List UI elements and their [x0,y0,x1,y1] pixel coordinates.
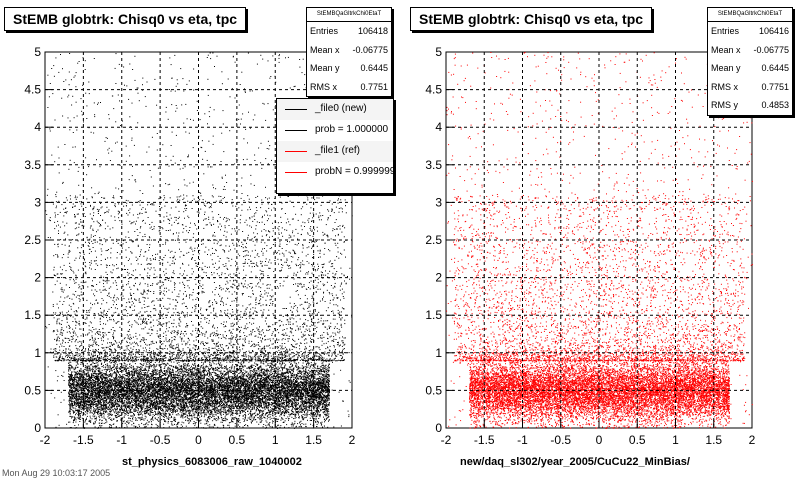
x-tick-label: 0 [195,433,202,447]
stats-value: -0.06775 [753,41,789,60]
x-tick-label: -0.5 [550,433,571,447]
x-tick-label: 2 [749,433,756,447]
stats-value: 0.4853 [761,96,789,115]
y-tick-label: 3 [34,195,41,209]
stats-value: 0.6445 [360,59,388,78]
x-tick-label: -2 [40,433,51,447]
legend-label: _file1 (ref) [315,145,360,156]
y-tick-label: 0.5 [425,383,442,397]
legend-box: _file0 (new) prob = 1.000000 _file1 (ref… [276,98,394,194]
y-tick-label: 1.5 [425,308,442,322]
right-scatter-plot: -2 -1.5 -1 -0.5 0 0.5 1 1.5 2 0 0.5 1 1.5 2 2.5 3 3.5 4 4.… [425,45,756,447]
stats-label: RMS x [310,78,337,97]
y-tick-label: 4.5 [24,83,41,97]
stats-label: RMS y [711,96,738,115]
stats-value: 106416 [759,22,789,41]
x-tick-label: -0.5 [150,433,171,447]
stats-row-rms-x: RMS x 0.7751 [307,78,391,97]
legend-label: _file0 (new) [315,103,367,114]
right-stats-box: StEMBQaGltrkChi0EtaT Entries 106416 Mean… [707,7,793,116]
y-tick-label: 0 [435,421,442,435]
y-tick-label: 0 [34,421,41,435]
y-tick-label: 4 [34,120,41,134]
x-tick-label: -1.5 [73,433,94,447]
x-tick-label: -1 [517,433,528,447]
legend-entry: _file1 (ref) [277,141,393,162]
y-tick-label: 4 [435,120,442,134]
stats-row-rms-x: RMS x 0.7751 [708,78,792,97]
y-tick-label: 1 [435,346,442,360]
y-tick-label: 2 [34,271,41,285]
legend-entry: probN = 0.999999 [277,162,393,183]
stats-label: Entries [310,22,338,41]
stats-row-mean-x: Mean x -0.06775 [708,41,792,60]
stats-row-entries: Entries 106416 [708,22,792,41]
stats-row-mean-y: Mean y 0.6445 [307,59,391,78]
x-tick-label: 1 [672,433,679,447]
stats-value: 0.7751 [761,78,789,97]
x-tick-label: 1.5 [305,433,322,447]
legend-swatch [285,130,307,131]
stats-value: -0.06775 [352,41,388,60]
x-tick-label: -1 [116,433,127,447]
stats-name: StEMBQaGltrkChi0EtaT [708,8,792,22]
stats-label: RMS x [711,78,738,97]
scatter-points [446,52,753,429]
grid-lines [446,52,752,428]
y-tick-label: 2.5 [425,233,442,247]
left-stats-box: StEMBQaGltrkChi0EtaT Entries 106418 Mean… [306,7,392,97]
left-histogram-pad: -2 -1.5 -1 -0.5 0 0.5 1 1.5 2 0 0.5 1 1.5 2 2.5 3 3.5 4 4.… [4,7,394,468]
legend-swatch [285,151,307,152]
stats-label: Mean x [711,41,741,60]
x-tick-label: 2 [349,433,356,447]
stats-value: 0.7751 [360,78,388,97]
y-tick-label: 1.5 [24,308,41,322]
legend-entry: _file0 (new) [277,99,393,120]
x-tick-label: 1 [272,433,279,447]
x-tick-label: 0 [596,433,603,447]
legend-label: probN = 0.999999 [315,166,393,177]
legend-label: prob = 1.000000 [315,124,388,135]
stats-label: Entries [711,22,739,41]
legend-entry: prob = 1.000000 [277,120,393,141]
footer-date-stamp: Mon Aug 29 10:03:17 2005 [2,468,110,478]
y-tick-label: 2.5 [24,233,41,247]
y-tick-label: 3.5 [425,158,442,172]
left-plot-title: StEMB globtrk: Chisq0 vs eta, tpc [4,7,247,31]
x-tick-label: -1.5 [474,433,495,447]
y-tick-label: 3 [435,195,442,209]
stats-row-mean-x: Mean x -0.06775 [307,41,391,60]
left-x-axis-label: st_physics_6083006_raw_1040002 [122,456,302,468]
stats-row-rms-y: RMS y 0.4853 [708,96,792,115]
x-tick-label: 0.5 [229,433,246,447]
y-tick-label: 3.5 [24,158,41,172]
y-tick-label: 5 [34,45,41,59]
stats-name: StEMBQaGltrkChi0EtaT [307,8,391,22]
stats-label: Mean x [310,41,340,60]
legend-swatch [285,172,307,173]
y-tick-label: 0.5 [24,383,41,397]
y-tick-label: 4.5 [425,83,442,97]
x-tick-label: 0.5 [629,433,646,447]
stats-row-entries: Entries 106418 [307,22,391,41]
y-tick-label: 1 [34,346,41,360]
stats-value: 106418 [358,22,388,41]
right-plot-title: StEMB globtrk: Chisq0 vs eta, tpc [410,7,653,31]
right-x-axis-label: new/daq_sl302/year_2005/CuCu22_MinBias/ [460,456,690,468]
y-tick-label: 5 [435,45,442,59]
stats-row-mean-y: Mean y 0.6445 [708,59,792,78]
x-tick-label: -2 [441,433,452,447]
legend-swatch [285,109,307,110]
x-tick-label: 1.5 [705,433,722,447]
stats-value: 0.6445 [761,59,789,78]
stats-label: Mean y [310,59,340,78]
stats-label: Mean y [711,59,741,78]
y-tick-label: 2 [435,271,442,285]
right-histogram-pad: -2 -1.5 -1 -0.5 0 0.5 1 1.5 2 0 0.5 1 1.5 2 2.5 3 3.5 4 4.… [400,0,800,480]
